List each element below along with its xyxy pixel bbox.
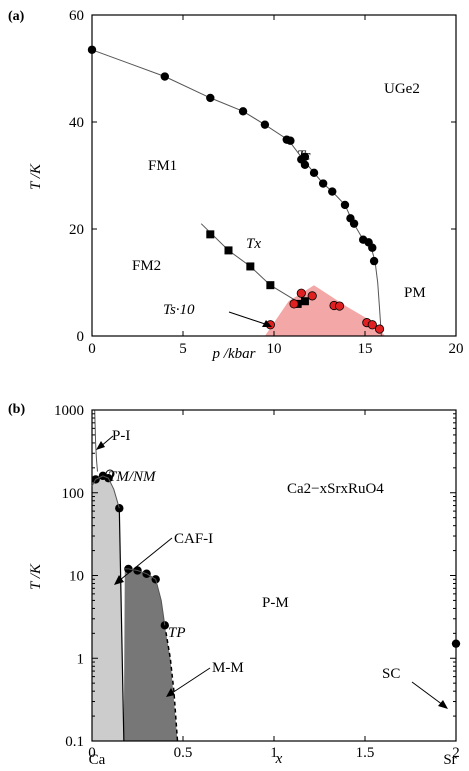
m-m-region	[123, 568, 178, 741]
annotation-cafi: CAF-I	[174, 531, 213, 547]
x-tick-label: 1.5	[356, 745, 375, 761]
annotation-pm-a: PM	[404, 285, 426, 301]
data-point	[206, 93, 215, 103]
data-point	[238, 107, 248, 116]
y-tick-label: 10	[69, 569, 84, 585]
annotation-pm-b: P-M	[262, 595, 289, 611]
data-point	[160, 621, 169, 630]
y-tick-label: 40	[69, 115, 84, 131]
panel-b-label: (b)	[8, 402, 25, 417]
x-tick-label: 0	[88, 341, 96, 357]
annotation-tc: Tc	[297, 148, 311, 164]
panel-b-ticks: 0 0.5 1 1.5 2 0.1 1 10 100 1000	[54, 403, 460, 761]
data-point-red	[367, 320, 377, 330]
ts-arrow-line	[228, 311, 269, 326]
data-point-red	[296, 288, 306, 298]
annotation-ts: Ts·10	[163, 302, 195, 318]
data-point	[340, 200, 350, 210]
data-point-square	[206, 230, 215, 239]
superconducting-region	[264, 285, 385, 336]
panel-b-frame	[91, 409, 457, 742]
annotation-fm2: FM2	[132, 258, 161, 274]
y-tick-label: 1	[77, 651, 85, 667]
annotation-tx: Tx	[246, 236, 261, 252]
tc-curve	[91, 49, 382, 337]
cafi-arrow-head	[114, 575, 124, 585]
x-end-label-sr: Sr	[443, 752, 456, 768]
data-point	[115, 504, 124, 513]
x-tick-label: 2	[452, 745, 460, 761]
panel-a-xlabel: p /kbar	[212, 346, 256, 362]
data-point-red	[307, 291, 317, 301]
mm-arrow-line	[171, 667, 211, 694]
cafi-arrow-line	[119, 537, 173, 581]
data-point-red	[289, 299, 299, 309]
x-tick-label: 10	[267, 341, 282, 357]
data-point	[300, 160, 310, 169]
y-tick-label: 1000	[54, 403, 84, 419]
data-point-square	[224, 246, 233, 255]
data-point	[368, 243, 377, 252]
panel-a-label: (a)	[8, 9, 25, 24]
tmnm-boundary	[91, 475, 120, 509]
data-point	[328, 187, 337, 196]
data-point	[349, 219, 359, 228]
y-tick-label: 0	[77, 329, 85, 345]
panel-a-frame	[91, 14, 457, 337]
data-point	[286, 136, 295, 145]
y-tick-label: 60	[69, 8, 84, 24]
y-tick-label: 100	[62, 486, 85, 502]
x-tick-label: 0.5	[174, 745, 193, 761]
x-tick-label: 0	[88, 745, 96, 761]
x-end-label-ca: Ca	[89, 752, 106, 768]
y-tick-label: 20	[69, 222, 84, 238]
panel-b-xlabel: x	[275, 751, 283, 767]
data-point-red	[334, 301, 345, 311]
m-m-boundary	[164, 625, 179, 742]
panel-b-ylabel: T /K	[28, 563, 44, 590]
data-point	[260, 120, 270, 129]
x-tick-label: 5	[179, 341, 187, 357]
data-point-square	[246, 262, 255, 271]
annotation-sc: SC	[382, 666, 400, 682]
panel-a-chart: 0 5 10 15 20 0 20 40 60 (a) p /kbar T /K UGe2 Tc…	[8, 8, 464, 362]
caf-i-boundary	[118, 508, 125, 742]
x-tick-label: 15	[358, 341, 373, 357]
mm-arrow-head	[166, 688, 175, 697]
tmnm-marker-circle	[105, 469, 115, 479]
data-point	[369, 256, 379, 266]
panel-a-points	[87, 45, 385, 334]
annotation-tp: TP	[168, 625, 186, 641]
tp-boundary	[124, 568, 166, 626]
sc-arrow-line	[411, 681, 444, 706]
data-point-red	[374, 324, 385, 334]
data-point	[300, 152, 310, 161]
panel-a-ticks: 0 5 10 15 20 0 20 40 60	[69, 8, 464, 357]
p-i-boundary	[94, 409, 98, 472]
annotation-material-b: Ca2−xSrxRuO4	[287, 481, 384, 497]
annotation-tmnm: TM/NM	[108, 469, 157, 485]
ts-arrow-head	[262, 320, 272, 327]
annotation-material-a: UGe2	[384, 81, 420, 97]
caf-i-region	[92, 475, 124, 741]
panel-a-ylabel: T /K	[28, 163, 44, 190]
data-point	[318, 179, 328, 188]
data-point-square	[266, 281, 275, 290]
x-tick-label: 1	[270, 745, 278, 761]
y-tick-label: 0.1	[65, 734, 84, 750]
data-point	[309, 168, 319, 178]
sc-arrow-head	[438, 700, 448, 709]
data-point	[160, 72, 169, 81]
annotation-pi: P-I	[112, 428, 130, 444]
pi-arrow-head	[96, 441, 105, 450]
data-point-square	[300, 297, 309, 306]
x-tick-label: 20	[449, 341, 464, 357]
annotation-mm: M-M	[212, 660, 244, 676]
annotation-fm1: FM1	[148, 158, 177, 174]
